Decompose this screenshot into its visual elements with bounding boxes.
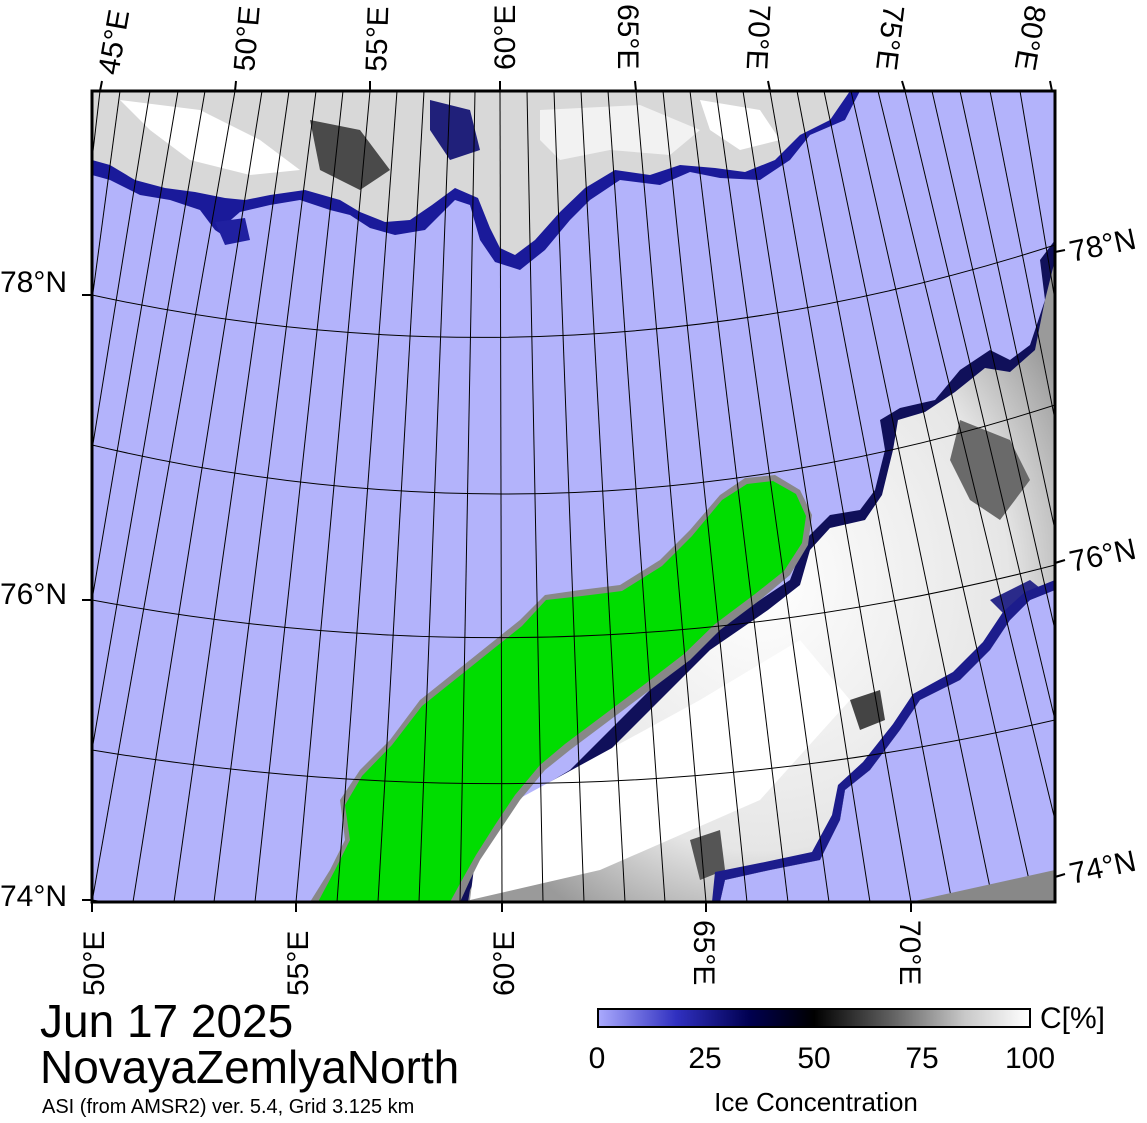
bottom-lon-label: 65°E (687, 920, 720, 985)
map-date: Jun 17 2025 (40, 995, 294, 1047)
left-lat-label: 78°N (0, 266, 67, 299)
region-name: NovayaZemlyaNorth (40, 1041, 460, 1093)
top-lon-label: 50°E (228, 5, 267, 73)
bottom-lon-labels: 50°E 55°E 60°E 65°E 70°E (78, 920, 926, 996)
top-lon-label: 60°E (489, 5, 522, 70)
land-corner (910, 870, 1055, 902)
colorbar-title: Ice Concentration (714, 1087, 918, 1117)
data-source: ASI (from AMSR2) ver. 5.4, Grid 3.125 km (42, 1096, 415, 1118)
bottom-lon-label: 55°E (282, 931, 315, 996)
top-lon-labels: 45°E 50°E 55°E 60°E 65°E 70°E 75°E 80°E (92, 3, 1051, 77)
graticule (92, 91, 1055, 902)
top-lon-label: 70°E (740, 4, 776, 71)
colorbar-tick: 100 (1004, 1042, 1056, 1075)
right-lat-label: 78°N (1067, 223, 1139, 269)
colorbar-tick: 75 (905, 1042, 939, 1075)
bottom-lon-label: 60°E (488, 931, 521, 996)
left-lat-label: 74°N (0, 880, 67, 913)
top-lon-label: 55°E (360, 6, 395, 73)
colorbar (597, 1008, 1031, 1028)
map-frame (90, 89, 1057, 904)
top-lon-label: 45°E (92, 7, 136, 77)
colorbar-tick: 50 (797, 1042, 831, 1075)
right-lat-label: 76°N (1067, 533, 1139, 579)
colorbar-tick: 25 (688, 1042, 722, 1075)
bottom-lon-label: 50°E (78, 931, 111, 996)
left-lat-label: 76°N (0, 578, 67, 611)
novaya-zemlya-land (310, 475, 812, 902)
bottom-lon-label: 70°E (893, 920, 926, 985)
top-lon-label: 65°E (611, 4, 644, 69)
ice-pack-east (455, 240, 1055, 902)
top-lon-label: 80°E (1008, 3, 1052, 73)
frame-ticks (82, 80, 1066, 912)
top-lon-label: 75°E (869, 3, 910, 72)
colorbar-tick: 0 (588, 1042, 606, 1075)
colorbar-unit: C[%] (1040, 1002, 1106, 1035)
right-lat-label: 74°N (1067, 845, 1139, 891)
